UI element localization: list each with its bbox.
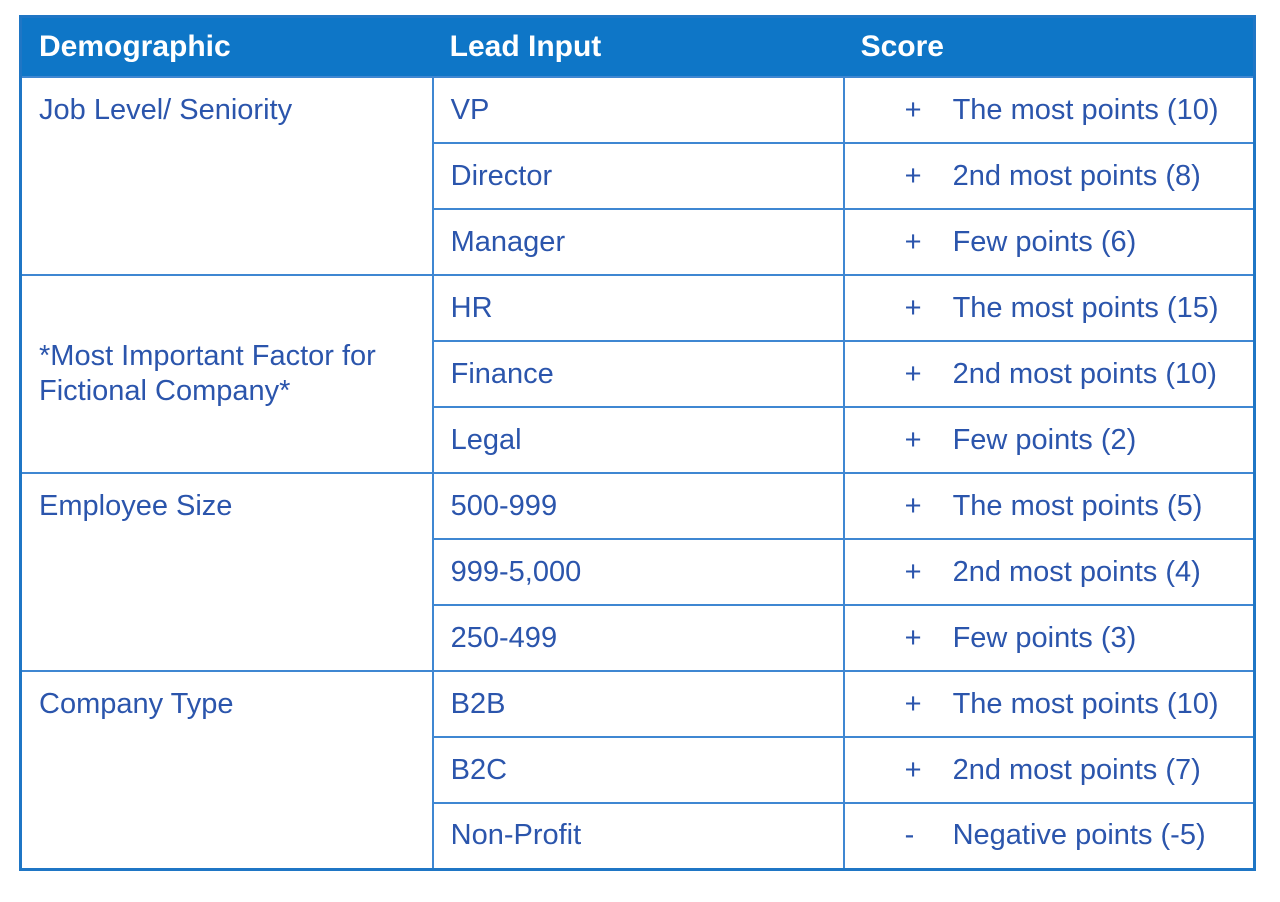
score-label: 2nd most points (10) — [952, 357, 1217, 390]
score-label: Few points (2) — [952, 423, 1137, 456]
table-row: Non-Profit - Negative points (-5) — [21, 802, 1256, 870]
score-cell: + Few points (6) — [842, 208, 1256, 276]
column-header-demographic: Demographic — [20, 16, 433, 77]
table-row: *Most Important Factor for Fictional Com… — [19, 274, 1256, 474]
score-sign: - — [904, 819, 915, 852]
lead-input-cell: Director — [431, 142, 845, 210]
score-sign: + — [904, 489, 922, 522]
score-cell: + Few points (2) — [842, 406, 1256, 474]
lead-input-cell: Legal — [431, 406, 845, 474]
score-sign: + — [904, 93, 922, 126]
score-label: 2nd most points (8) — [952, 159, 1201, 192]
table-row: Director +2nd most points (8) — [21, 142, 1256, 210]
score-cell: +2nd most points (4) — [842, 538, 1256, 606]
table-row: Job Level/ Seniority VP + The most points… — [19, 76, 1256, 276]
score-label: The most points (10) — [952, 687, 1219, 720]
lead-input-cell: B2C — [431, 736, 845, 804]
lead-input-cell: HR — [431, 274, 845, 342]
demographic-cell-job-level: Job Level/ Seniority — [19, 76, 434, 276]
score-label: 2nd most points (7) — [952, 753, 1201, 786]
score-sign: + — [904, 159, 922, 192]
column-header-lead-input: Lead Input — [432, 16, 844, 77]
score-cell: +2nd most points (7) — [842, 736, 1256, 804]
demographic-label: Company Type — [39, 688, 234, 720]
score-label: The most points (15) — [952, 291, 1219, 324]
score-sign: + — [904, 621, 922, 654]
table-row: Legal + Few points (2) — [21, 406, 1256, 474]
lead-scoring-table: Demographic Lead Input Score Job Level/ … — [19, 15, 1256, 871]
demographic-label: *Most Important Factor for Fictional Com… — [39, 340, 376, 407]
demographic-cell-company-type: Company Type — [19, 670, 434, 870]
score-cell: +2nd most points (8) — [842, 142, 1256, 210]
lead-input-cell: B2B — [431, 670, 845, 738]
lead-input-cell: 250-499 — [431, 604, 845, 672]
score-cell: + The most points (5) — [842, 472, 1256, 540]
table-row: Finance +2nd most points (10) — [21, 340, 1256, 408]
lead-input-cell: Finance — [431, 340, 845, 408]
score-cell: + The most points (10) — [842, 76, 1256, 144]
score-cell: - Negative points (-5) — [842, 802, 1256, 870]
lead-input-cell: VP — [431, 76, 845, 144]
score-sign: + — [904, 555, 922, 588]
table-row: 250-499 + Few points (3) — [21, 604, 1256, 672]
score-label: The most points (5) — [952, 489, 1203, 522]
score-sign: + — [904, 225, 922, 258]
score-cell: + Few points (3) — [842, 604, 1256, 672]
demographic-cell-employee-size: Employee Size — [19, 472, 434, 672]
score-sign: + — [904, 423, 922, 456]
lead-input-cell: 999-5,000 — [431, 538, 845, 606]
table-row: B2C +2nd most points (7) — [21, 736, 1256, 804]
score-label: The most points (10) — [952, 93, 1219, 126]
table-row: Company Type B2B + The most points (10) — [19, 670, 1256, 870]
score-cell: + The most points (10) — [842, 670, 1256, 738]
header-row: Demographic Lead Input Score — [20, 16, 1255, 77]
score-sign: + — [904, 687, 922, 720]
score-sign: + — [904, 291, 922, 324]
table-row: Employee Size 500-999 + The most points (… — [19, 472, 1256, 672]
score-label: Negative points (-5) — [952, 819, 1206, 852]
lead-input-cell: Manager — [431, 208, 845, 276]
demographic-cell-most-important-factor: *Most Important Factor for Fictional Com… — [19, 274, 434, 474]
table-row: 999-5,000 +2nd most points (4) — [21, 538, 1256, 606]
lead-input-cell: 500-999 — [431, 472, 845, 540]
lead-input-cell: Non-Profit — [431, 802, 845, 870]
column-header-score: Score — [843, 16, 1255, 77]
table-header: Demographic Lead Input Score — [20, 16, 1255, 77]
score-label: Few points (3) — [952, 621, 1137, 654]
score-label: 2nd most points (4) — [952, 555, 1201, 588]
demographic-label: Employee Size — [39, 490, 233, 522]
score-sign: + — [904, 753, 922, 786]
score-cell: +2nd most points (10) — [842, 340, 1256, 408]
score-cell: + The most points (15) — [842, 274, 1256, 342]
score-sign: + — [904, 357, 922, 390]
score-label: Few points (6) — [952, 225, 1137, 258]
table-row: Manager + Few points (6) — [21, 208, 1256, 276]
demographic-label: Job Level/ Seniority — [39, 94, 293, 126]
